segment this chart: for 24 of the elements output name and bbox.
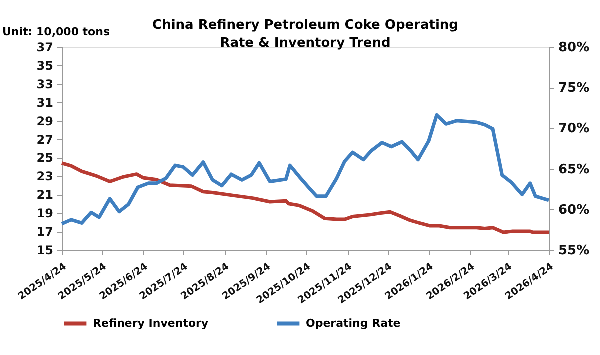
y2-tick-label: 55% xyxy=(558,244,590,258)
y-tick-label: 17 xyxy=(36,225,54,240)
y2-tick-label: 70% xyxy=(558,122,590,137)
y2-tick-label: 75% xyxy=(558,81,590,96)
y-axis-title: Unit: 10,000 tons xyxy=(2,26,110,38)
y-tick-label: 29 xyxy=(36,114,54,128)
chart-title: China Refinery Petroleum Coke Operating Rate & Inventory Trend xyxy=(152,18,458,51)
legend-label: Refinery Inventory xyxy=(93,316,209,330)
legend-label: Operating Rate xyxy=(306,316,401,330)
line-series xyxy=(60,162,551,234)
y2-tick-label: 80% xyxy=(558,40,590,56)
y2-tick-label: 60% xyxy=(558,202,590,218)
y-tick-label: 35 xyxy=(36,58,54,73)
y-tick-label: 31 xyxy=(36,96,54,110)
y-tick-label: 33 xyxy=(36,77,54,92)
y-tick-label: 37 xyxy=(36,40,54,54)
y-tick-label: 23 xyxy=(36,170,54,184)
line-series xyxy=(60,113,551,226)
y2-tick-label: 65% xyxy=(558,162,590,178)
y-tick-label: 19 xyxy=(36,206,54,221)
y-tick-label: 21 xyxy=(36,188,54,202)
y-tick-label: 25 xyxy=(36,151,54,166)
y-tick-label: 15 xyxy=(36,244,54,258)
y-tick-label: 27 xyxy=(36,132,54,147)
